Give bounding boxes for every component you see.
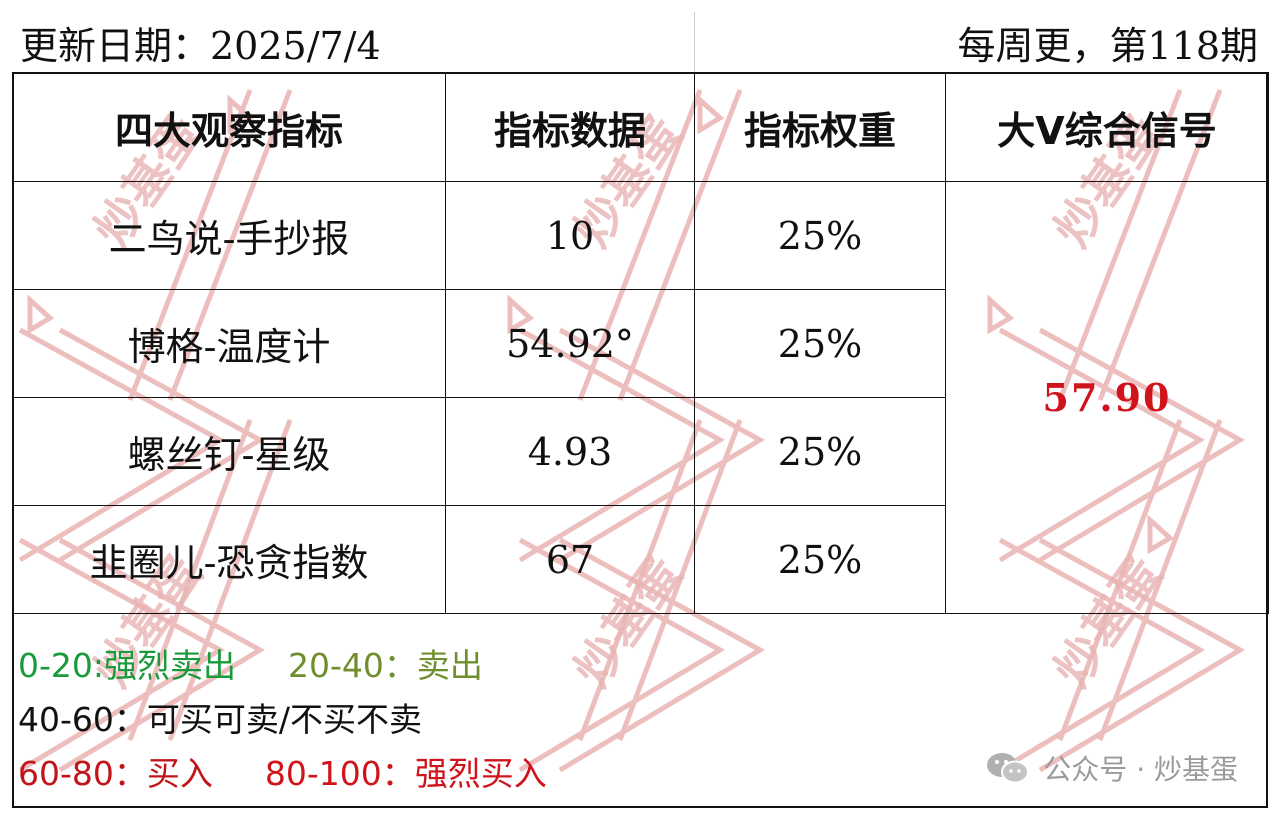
composite-signal: 57.90 [945, 181, 1269, 614]
indicator-weight: 25% [694, 397, 946, 506]
legend-sell: 20-40：卖出 [288, 646, 483, 685]
indicator-name: 螺丝钉-星级 [12, 397, 446, 506]
col-header-weight: 指标权重 [694, 72, 946, 182]
signal-legend: 0-20:强烈卖出 20-40：卖出 40-60：可买可卖/不买不卖 60-80… [18, 636, 547, 798]
issue-number: 每周更，第118期 [694, 12, 1268, 72]
indicator-weight: 25% [694, 181, 946, 290]
col-header-signal: 大V综合信号 [945, 72, 1269, 182]
legend-strong-buy: 80-100：强烈买入 [264, 754, 547, 793]
legend-line: 0-20:强烈卖出 20-40：卖出 [18, 636, 547, 690]
indicator-value: 10 [445, 181, 695, 290]
indicator-name: 二鸟说-手抄报 [12, 181, 446, 290]
indicator-name: 韭圈儿-恐贪指数 [12, 505, 446, 614]
indicator-weight: 25% [694, 289, 946, 398]
legend-strong-sell: 0-20:强烈卖出 [18, 646, 237, 685]
wechat-icon [987, 753, 1030, 784]
account-label: 公众号 · 炒基蛋 [1043, 753, 1238, 786]
legend-buy: 60-80：买入 [18, 754, 213, 793]
table-header-row: 四大观察指标 指标数据 指标权重 大V综合信号 [12, 72, 1269, 182]
table-row: 二鸟说-手抄报 10 25% 57.90 [12, 181, 1269, 614]
col-header-value: 指标数据 [445, 72, 695, 182]
update-date: 更新日期：2025/7/4 [20, 23, 381, 68]
indicator-weight: 25% [694, 505, 946, 614]
indicator-table: 四大观察指标 指标数据 指标权重 大V综合信号 二鸟说-手抄报 10 25% 5… [12, 72, 1269, 614]
col-header-indicator: 四大观察指标 [12, 72, 446, 182]
indicator-name: 博格-温度计 [12, 289, 446, 398]
account-watermark: 公众号 · 炒基蛋 [985, 748, 1238, 788]
indicator-value: 54.92° [445, 289, 695, 398]
legend-line: 60-80：买入 80-100：强烈买入 [18, 744, 547, 798]
indicator-value: 4.93 [445, 397, 695, 506]
indicator-value: 67 [445, 505, 695, 614]
header-row: 更新日期：2025/7/4 每周更，第118期 [12, 12, 1268, 72]
legend-neutral: 40-60：可买可卖/不买不卖 [18, 700, 423, 739]
legend-line: 40-60：可买可卖/不买不卖 [18, 690, 547, 744]
